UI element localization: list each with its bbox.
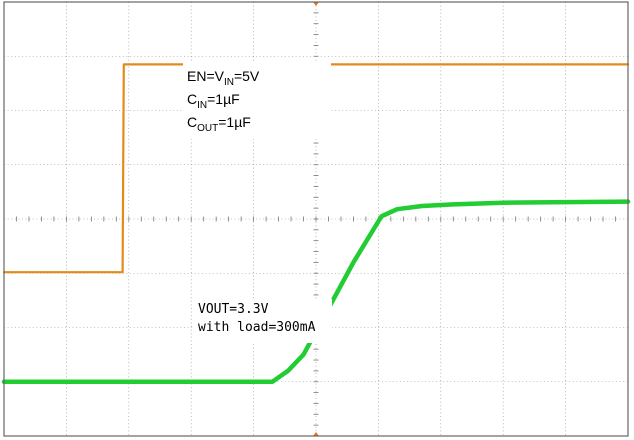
- vout-value-label: VOUT=3.3V: [198, 302, 269, 317]
- trigger-marker-bottom: [313, 432, 319, 436]
- vout-note: VOUT=3.3V with load=300mA: [194, 299, 332, 343]
- cout-condition: COUT=1µF: [187, 114, 251, 134]
- en-condition: EN=VIN=5V: [187, 68, 260, 88]
- conditions-note: EN=VIN=5V CIN=1µF COUT=1µF: [183, 63, 331, 139]
- trigger-marker-top: [313, 2, 319, 6]
- screen-border: [3, 1, 629, 437]
- trigger-markers: [313, 2, 319, 436]
- vout-load-label: with load=300mA: [198, 320, 316, 335]
- traces: [1, 63, 631, 385]
- cin-condition: CIN=1µF: [187, 91, 240, 111]
- en-trace: [2, 63, 630, 274]
- vout-trace: [1, 199, 631, 385]
